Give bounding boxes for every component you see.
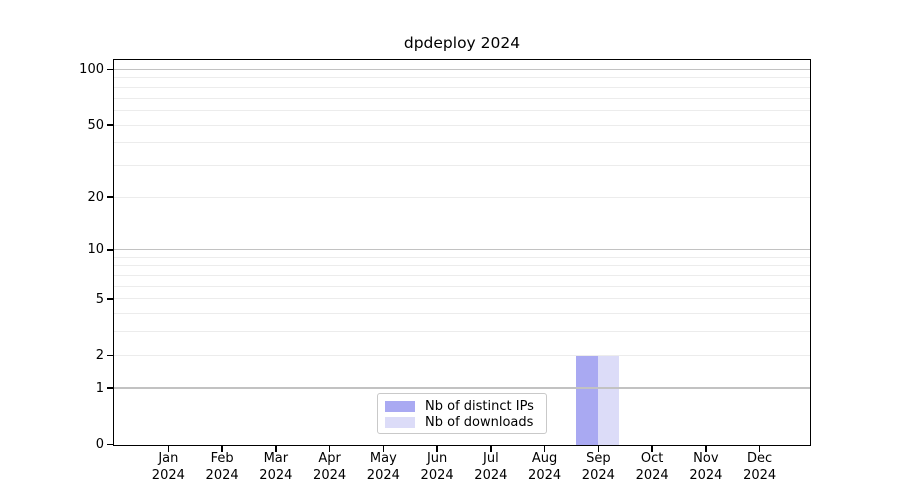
gridline-minor xyxy=(114,298,810,300)
gridline-minor xyxy=(114,142,810,144)
legend: Nb of distinct IPs Nb of downloads xyxy=(377,393,547,434)
x-axis-tick-label: Oct 2024 xyxy=(635,451,669,483)
y-axis-tick xyxy=(107,354,113,357)
x-axis-tick xyxy=(597,446,600,452)
gridline-major xyxy=(114,248,810,251)
gridline-minor xyxy=(114,196,810,198)
x-axis-tick xyxy=(543,446,546,452)
x-axis-tick-label: Sep 2024 xyxy=(581,451,615,483)
gridline-minor xyxy=(114,275,810,277)
y-axis-tick-label: 20 xyxy=(87,189,104,205)
gridline-minor xyxy=(114,256,810,258)
gridline-minor xyxy=(114,285,810,287)
x-axis-tick-label: Feb 2024 xyxy=(205,451,239,483)
x-axis-tick xyxy=(382,446,385,452)
gridline-minor xyxy=(114,265,810,267)
x-axis-tick-label: Jun 2024 xyxy=(420,451,454,483)
gridline-minor xyxy=(114,86,810,88)
gridline-minor xyxy=(114,124,810,126)
gridline-minor xyxy=(114,354,810,356)
y-axis-tick-label: 10 xyxy=(87,242,104,258)
legend-label-distinct-ips: Nb of distinct IPs xyxy=(425,399,534,414)
y-axis-tick xyxy=(107,248,113,251)
x-axis-tick-label: Mar 2024 xyxy=(259,451,293,483)
gridline-minor xyxy=(114,97,810,99)
y-axis-tick xyxy=(107,387,113,390)
x-axis-tick xyxy=(221,446,223,452)
y-axis-tick xyxy=(107,68,113,71)
x-axis-tick xyxy=(436,446,438,452)
gridline-major xyxy=(114,387,810,389)
y-axis-tick xyxy=(107,443,113,446)
x-axis-tick-label: Aug 2024 xyxy=(528,451,562,483)
x-axis-tick-label: Dec 2024 xyxy=(743,451,777,483)
bar-downloads xyxy=(597,355,620,445)
x-axis-tick-label: May 2024 xyxy=(366,451,400,483)
x-axis-tick xyxy=(275,446,277,452)
y-axis-tick-label: 100 xyxy=(79,62,104,78)
gridline-minor xyxy=(114,331,810,333)
y-axis-tick-label: 50 xyxy=(87,117,104,133)
gridlines-layer xyxy=(114,60,810,445)
gridline-minor xyxy=(114,109,810,111)
legend-item-distinct-ips: Nb of distinct IPs xyxy=(385,399,540,415)
y-axis-tick-label: 1 xyxy=(95,380,104,396)
plot-area: Nb of distinct IPs Nb of downloads xyxy=(113,59,811,446)
legend-swatch-distinct-ips xyxy=(385,401,415,412)
x-axis-tick xyxy=(758,446,761,452)
x-axis-tick xyxy=(651,446,653,452)
y-axis-tick xyxy=(107,298,113,300)
bar-distinct-ips xyxy=(576,355,598,445)
gridline-minor xyxy=(114,313,810,315)
y-axis-tick xyxy=(107,124,113,126)
chart-title: dpdeploy 2024 xyxy=(403,34,521,52)
gridline-minor xyxy=(114,164,810,166)
x-axis-tick-label: Jan 2024 xyxy=(151,451,185,483)
x-axis-tick xyxy=(705,446,707,452)
x-axis-tick xyxy=(490,446,492,452)
x-axis-tick xyxy=(328,446,331,452)
x-axis-tick-label: Nov 2024 xyxy=(689,451,723,483)
gridline-major xyxy=(114,68,810,70)
legend-swatch-downloads xyxy=(385,417,415,428)
legend-item-downloads: Nb of downloads xyxy=(385,415,540,431)
x-axis-tick-label: Jul 2024 xyxy=(474,451,508,483)
y-axis-tick-label: 0 xyxy=(95,437,104,453)
x-axis-tick-label: Apr 2024 xyxy=(313,451,347,483)
y-axis-tick-label: 2 xyxy=(95,347,104,363)
bars-layer xyxy=(114,60,810,445)
gridline-minor xyxy=(114,77,810,79)
legend-label-downloads: Nb of downloads xyxy=(425,415,534,430)
y-axis-tick-label: 5 xyxy=(95,291,104,307)
y-axis-tick xyxy=(107,196,113,198)
x-axis-tick xyxy=(167,446,170,452)
